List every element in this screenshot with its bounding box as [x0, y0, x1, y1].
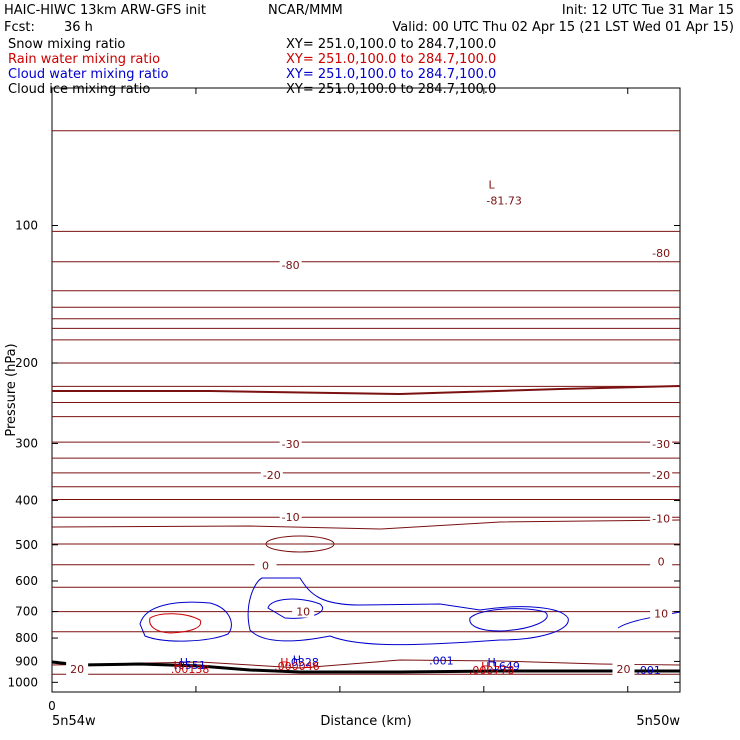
y-tick-label: 900 [15, 654, 38, 668]
legend-name: Cloud ice mixing ratio [8, 82, 150, 97]
cloud-water-contour-middle [247, 577, 569, 646]
x-end-label-left: 5n54w [52, 714, 96, 729]
extreme-label: H [481, 660, 489, 673]
extreme-label: .000046 [274, 660, 320, 673]
contour-label-bg [279, 437, 302, 451]
contour-label-bg [650, 554, 673, 568]
contour-label-bg [279, 257, 302, 271]
y-tick-label: 500 [15, 538, 38, 552]
legend-name: Cloud water mixing ratio [8, 67, 169, 82]
contour-label-bg [650, 246, 673, 260]
contour-label: 10 [654, 607, 668, 620]
contour-label: 0 [262, 560, 269, 573]
field-legend: Snow mixing ratio XY= 251.0,100.0 to 284.… [8, 37, 496, 97]
contour-label-bg [260, 468, 283, 482]
extreme-label: H [293, 654, 301, 667]
x-tick-label-0: 0 [48, 699, 56, 713]
y-tick-label: 400 [15, 494, 38, 508]
cloud-water-contour-left [139, 601, 232, 642]
contour-label: -30 [652, 438, 670, 451]
extreme-label: H [487, 656, 495, 669]
contour-label: 20 [70, 663, 84, 676]
temperature-contour-near-surface [51, 659, 681, 669]
y-tick-label: 1000 [7, 675, 38, 689]
y-tick-label: 700 [15, 605, 38, 619]
extreme-label: H [280, 656, 288, 669]
x-end-label-right: 5n50w [636, 714, 680, 729]
x-axis: 0 5n54w Distance (km) 5n50w [48, 88, 680, 729]
contour-label: -30 [282, 438, 300, 451]
forecast-hours: 36 h [64, 20, 93, 35]
extreme-label: .00138 [171, 663, 210, 676]
contour-label-bg [279, 510, 302, 524]
contour-label: 10 [296, 606, 310, 619]
contour-label-bg [612, 661, 635, 675]
contour-label: 20 [616, 663, 630, 676]
extreme-label: .001 [429, 655, 454, 668]
org-label: NCAR/MMM [268, 3, 343, 18]
y-tick-label: 300 [15, 436, 38, 450]
legend-xy: XY= 251.0,100.0 to 284.7,100.0 [286, 52, 496, 67]
legend-name: Snow mixing ratio [8, 37, 125, 52]
contour-label: -20 [652, 469, 670, 482]
init-time: Init: 12 UTC Tue 31 Mar 15 [562, 3, 734, 18]
cloud-contours [51, 385, 681, 674]
contour-label: -10 [282, 511, 300, 524]
contour-label-bg [292, 604, 315, 618]
extreme-label: L [489, 179, 496, 192]
contour-label-bg [650, 437, 673, 451]
contour-labels: -80 -80 -30 -30 -20 -20 -10 -10 0 0 10 10 20 20 [66, 246, 673, 676]
rain-water-contour-left [149, 613, 202, 634]
extreme-label: .000778 [469, 664, 515, 677]
contour-label: 0 [658, 556, 665, 569]
chart-header: HAIC-HIWC 13km ARW-GFS init NCAR/MMM Ini… [4, 3, 734, 35]
legend-xy: XY= 251.0,100.0 to 284.7,100.0 [286, 82, 496, 97]
contour-label: -10 [652, 513, 670, 526]
temperature-closed-contour [265, 535, 335, 553]
y-axis-title: Pressure (hPa) [4, 343, 19, 436]
model-title: HAIC-HIWC 13km ARW-GFS init [4, 3, 206, 18]
terrain-line [51, 660, 680, 674]
extreme-label: H [173, 659, 181, 672]
extreme-label: .001 [636, 664, 661, 677]
extreme-label: -81.73 [486, 195, 521, 208]
forecast-label: Fcst: [4, 20, 35, 35]
contour-label-bg [66, 661, 89, 675]
y-tick-label: 100 [15, 219, 38, 233]
legend-xy: XY= 251.0,100.0 to 284.7,100.0 [286, 37, 496, 52]
contour-label: -20 [263, 469, 281, 482]
cloud-water-contour-far-right [617, 611, 681, 629]
temperature-contours [52, 130, 680, 675]
extreme-label: H [180, 656, 188, 669]
contour-label: -80 [652, 247, 670, 260]
temperature-contour-800 [51, 519, 681, 530]
valid-time: Valid: 00 UTC Thu 02 Apr 15 (21 LST Wed … [392, 20, 734, 35]
contour-label-bg [650, 468, 673, 482]
extreme-label: .0328 [287, 656, 319, 669]
contour-label: -80 [282, 259, 300, 272]
contour-label-bg [650, 511, 673, 525]
y-tick-label: 800 [15, 631, 38, 645]
plot-area: -80 -80 -30 -30 -20 -20 -10 -10 0 0 10 10 20 20 L -81.… [51, 87, 681, 693]
cloud-water-inner-right [469, 608, 548, 632]
y-tick-label: 200 [15, 356, 38, 370]
contour-label-bg [650, 606, 673, 620]
legend-xy: XY= 251.0,100.0 to 284.7,100.0 [286, 67, 496, 82]
x-axis-title: Distance (km) [320, 714, 411, 729]
extreme-label: .0551 [174, 659, 206, 672]
contour-label-bg [254, 558, 277, 572]
extreme-label: .1649 [488, 660, 520, 673]
cloud-water-inner-middle [267, 598, 323, 619]
legend-name: Rain water mixing ratio [8, 52, 160, 67]
y-tick-label: 600 [15, 574, 38, 588]
temperature-zero-contour [52, 385, 681, 396]
